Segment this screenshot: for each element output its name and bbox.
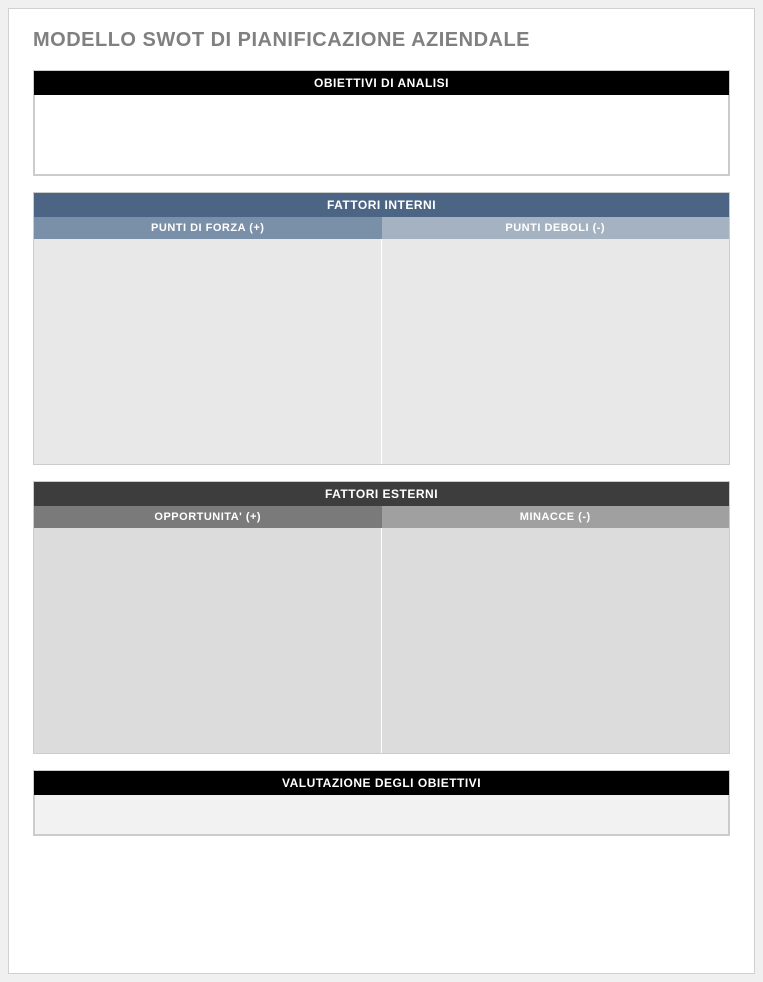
threats-content[interactable] — [382, 528, 730, 753]
objectives-section: OBIETTIVI DI ANALISI — [33, 70, 730, 176]
weaknesses-content[interactable] — [382, 239, 730, 464]
opportunities-content[interactable] — [34, 528, 382, 753]
internal-content — [34, 239, 729, 464]
page-title: MODELLO SWOT DI PIANIFICAZIONE AZIENDALE — [33, 29, 730, 52]
evaluation-content[interactable] — [34, 795, 729, 835]
external-header: FATTORI ESTERNI — [34, 482, 729, 506]
opportunities-header: OPPORTUNITA' (+) — [34, 506, 382, 528]
evaluation-section: VALUTAZIONE DEGLI OBIETTIVI — [33, 770, 730, 836]
strengths-header: PUNTI DI FORZA (+) — [34, 217, 382, 239]
internal-factors-section: FATTORI INTERNI PUNTI DI FORZA (+) PUNTI… — [33, 192, 730, 465]
objectives-content[interactable] — [34, 95, 729, 175]
threats-header: MINACCE (-) — [382, 506, 730, 528]
evaluation-header: VALUTAZIONE DEGLI OBIETTIVI — [34, 771, 729, 795]
strengths-content[interactable] — [34, 239, 382, 464]
document-page: MODELLO SWOT DI PIANIFICAZIONE AZIENDALE… — [8, 8, 755, 974]
weaknesses-header: PUNTI DEBOLI (-) — [382, 217, 730, 239]
external-factors-section: FATTORI ESTERNI OPPORTUNITA' (+) MINACCE… — [33, 481, 730, 754]
objectives-header: OBIETTIVI DI ANALISI — [34, 71, 729, 95]
internal-header: FATTORI INTERNI — [34, 193, 729, 217]
external-content — [34, 528, 729, 753]
internal-col-headers: PUNTI DI FORZA (+) PUNTI DEBOLI (-) — [34, 217, 729, 239]
external-col-headers: OPPORTUNITA' (+) MINACCE (-) — [34, 506, 729, 528]
